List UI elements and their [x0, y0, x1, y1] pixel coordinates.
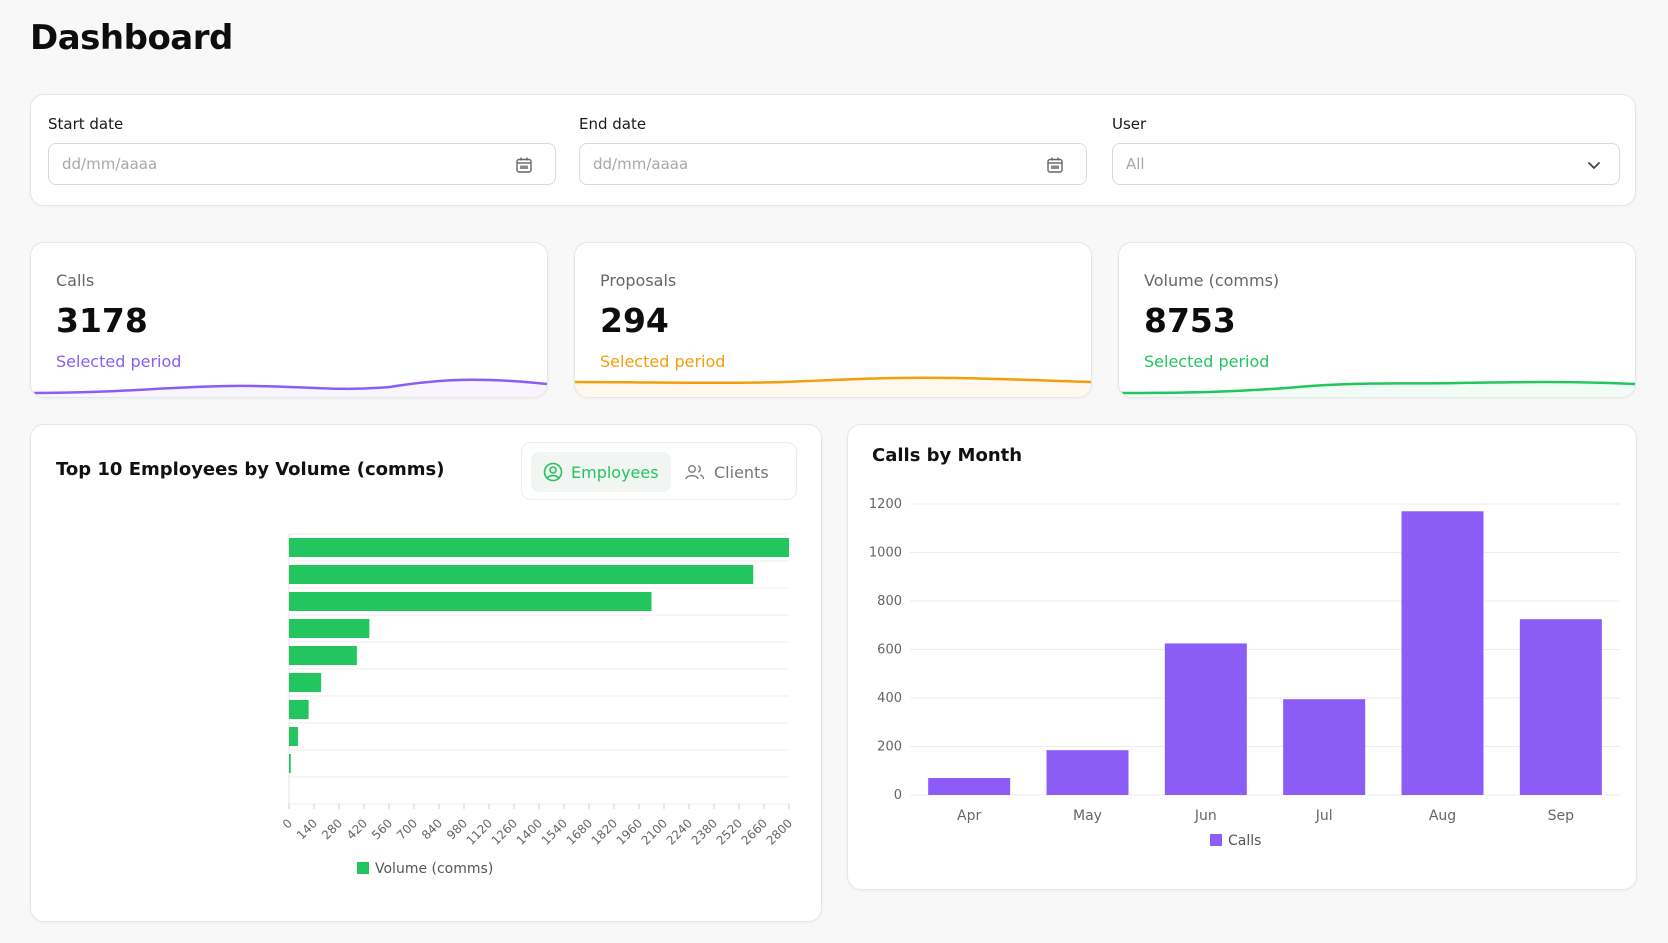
- calls-chart-card: Calls by Month 0 200 400 600 800 1000 1200 Apr M…: [847, 424, 1637, 890]
- tab-employees[interactable]: Employees: [531, 452, 671, 492]
- bar: [289, 673, 322, 692]
- user-filter: User All: [1112, 115, 1620, 185]
- x-tick-label: 700: [394, 816, 420, 842]
- end-date-placeholder: dd/mm/aaaa: [593, 155, 689, 173]
- calendar-icon[interactable]: [515, 156, 533, 174]
- calendar-icon[interactable]: [1046, 156, 1064, 174]
- stat-label: Volume (comms): [1144, 271, 1280, 290]
- user-select-value: All: [1126, 155, 1145, 173]
- stat-period: Selected period: [56, 352, 182, 371]
- user-select[interactable]: All: [1112, 143, 1620, 185]
- y-tick-label: 400: [877, 691, 902, 706]
- proposals-sparkline: [575, 376, 1091, 397]
- volume-sparkline: [1119, 380, 1635, 397]
- chart-title: Top 10 Employees by Volume (comms): [56, 459, 445, 480]
- employees-bar-chart: 0140280420560700840980112012601400154016…: [280, 533, 795, 877]
- x-tick-label: 280: [319, 816, 345, 842]
- bar: [1401, 511, 1484, 795]
- users-icon: [685, 464, 705, 480]
- legend-swatch: [357, 862, 369, 874]
- view-toggle: Employees Clients: [521, 442, 797, 500]
- y-tick-label: 800: [877, 594, 902, 609]
- stat-label: Proposals: [600, 271, 677, 290]
- x-tick-label: 140: [294, 816, 320, 842]
- x-tick-label: 1540: [539, 816, 570, 847]
- x-tick-label: 420: [344, 816, 370, 842]
- x-tick-label: 1820: [589, 816, 620, 847]
- x-tick-label: May: [1073, 808, 1102, 824]
- start-date-placeholder: dd/mm/aaaa: [62, 155, 158, 173]
- x-tick-label: 1120: [464, 816, 495, 847]
- x-tick-label: Jun: [1194, 808, 1217, 824]
- bar: [1519, 619, 1602, 795]
- bar: [289, 700, 309, 719]
- start-date-input[interactable]: dd/mm/aaaa: [48, 143, 556, 185]
- stat-card-calls: Calls 3178 Selected period: [30, 242, 548, 398]
- bar: [1283, 699, 1366, 795]
- tab-employees-label: Employees: [571, 462, 659, 482]
- tab-clients-label: Clients: [714, 462, 769, 482]
- end-date-input[interactable]: dd/mm/aaaa: [579, 143, 1087, 185]
- chart-title: Calls by Month: [872, 445, 1023, 466]
- bar: [928, 778, 1011, 795]
- stat-value: 3178: [56, 301, 148, 340]
- y-tick-label: 600: [877, 643, 902, 658]
- y-tick-label: 1000: [869, 546, 902, 561]
- x-tick-label: 1260: [489, 816, 520, 847]
- legend-label: Calls: [1228, 833, 1261, 849]
- y-tick-label: 1200: [869, 497, 902, 512]
- start-date-label: Start date: [48, 115, 124, 133]
- start-date-filter: Start date dd/mm/aaaa: [48, 115, 556, 185]
- bar: [1164, 643, 1247, 795]
- x-tick-label: Aug: [1429, 808, 1456, 824]
- x-tick-label: 1960: [614, 816, 645, 847]
- stat-card-volume: Volume (comms) 8753 Selected period: [1118, 242, 1636, 398]
- bar: [289, 646, 357, 665]
- stat-period: Selected period: [600, 352, 726, 371]
- x-tick-label: 2100: [639, 816, 670, 847]
- tab-clients[interactable]: Clients: [672, 452, 781, 492]
- x-tick-label: Apr: [957, 808, 981, 824]
- stat-value: 294: [600, 301, 669, 340]
- legend-label: Volume (comms): [375, 861, 493, 877]
- x-tick-label: 2660: [739, 816, 770, 847]
- x-tick-label: 2800: [764, 816, 795, 847]
- x-tick-label: 2520: [714, 816, 745, 847]
- bar: [289, 727, 298, 746]
- calls-sparkline: [31, 378, 547, 397]
- end-date-label: End date: [579, 115, 647, 133]
- chevron-down-icon: [1588, 162, 1600, 169]
- x-tick-label: 2380: [689, 816, 720, 847]
- bar: [289, 619, 370, 638]
- x-tick-label: Sep: [1548, 808, 1575, 824]
- page-title: Dashboard: [30, 18, 233, 58]
- y-tick-label: 0: [894, 788, 902, 803]
- bar: [289, 754, 291, 773]
- bar: [1046, 750, 1129, 795]
- stat-period: Selected period: [1144, 352, 1270, 371]
- stat-card-proposals: Proposals 294 Selected period: [574, 242, 1092, 398]
- stat-label: Calls: [56, 271, 95, 290]
- x-tick-label: 1680: [564, 816, 595, 847]
- employees-chart-card: Top 10 Employees by Volume (comms) Emplo…: [30, 424, 822, 922]
- calls-bar-chart: 0 200 400 600 800 1000 1200 Apr May Jun Jul Aug Sep C…: [869, 497, 1620, 849]
- x-tick-label: 1400: [514, 816, 545, 847]
- x-tick-label: 0: [280, 816, 295, 831]
- stat-value: 8753: [1144, 301, 1236, 340]
- legend-swatch: [1210, 834, 1222, 846]
- user-circle-icon: [543, 462, 563, 482]
- x-tick-label: 560: [369, 816, 395, 842]
- user-label: User: [1112, 115, 1147, 133]
- end-date-filter: End date dd/mm/aaaa: [579, 115, 1087, 185]
- bar: [289, 538, 789, 557]
- bar: [289, 565, 754, 584]
- y-tick-label: 200: [877, 740, 902, 755]
- x-tick-label: 840: [419, 816, 445, 842]
- x-tick-label: Jul: [1315, 808, 1333, 824]
- filters-panel: Start date dd/mm/aaaa End date dd/mm/aaa…: [30, 94, 1636, 206]
- x-tick-label: 2240: [664, 816, 695, 847]
- bar: [289, 592, 652, 611]
